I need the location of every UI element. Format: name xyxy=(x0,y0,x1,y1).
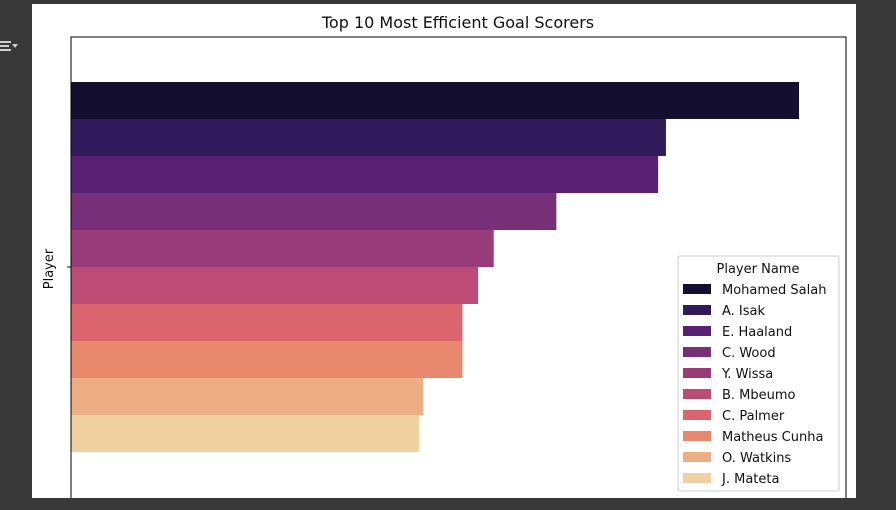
output-gutter xyxy=(0,0,32,510)
legend-title: Player Name xyxy=(717,262,800,277)
bar-matheus-cunha xyxy=(71,341,463,378)
y-axis-label: Player xyxy=(42,248,57,289)
bar-c-wood xyxy=(71,193,557,230)
legend-swatch xyxy=(683,284,711,294)
collapse-output-icon[interactable] xyxy=(0,38,20,54)
legend-swatch xyxy=(683,431,711,441)
legend-swatch xyxy=(683,368,711,378)
legend-box xyxy=(677,255,840,492)
legend-label: Matheus Cunha xyxy=(722,430,823,445)
legend-label: Mohamed Salah xyxy=(722,283,826,298)
legend-label: Y. Wissa xyxy=(721,367,773,382)
legend: Player Name Mohamed Salah A. Isak E. Haala… xyxy=(677,255,840,492)
legend-swatch xyxy=(683,473,711,483)
legend-label: A. Isak xyxy=(722,304,766,319)
bar-y-wissa xyxy=(71,230,494,267)
bar-e-haaland xyxy=(71,156,659,193)
bar-b-mbeumo xyxy=(71,267,479,304)
legend-label: B. Mbeumo xyxy=(722,388,796,403)
bar-c-palmer xyxy=(71,304,463,341)
bar-j-mateta xyxy=(71,415,420,452)
legend-label: E. Haaland xyxy=(722,325,792,340)
legend-swatch xyxy=(683,452,711,462)
legend-swatch xyxy=(683,305,711,315)
legend-swatch xyxy=(683,410,711,420)
bar-chart: Top 10 Most Efficient Goal Scorers Playe… xyxy=(42,13,847,505)
bar-a-isak xyxy=(71,119,666,156)
legend-label: C. Wood xyxy=(722,346,776,361)
legend-items: Mohamed Salah A. Isak E. Haaland C. Wood Y. … xyxy=(683,283,826,487)
chart-title: Top 10 Most Efficient Goal Scorers xyxy=(321,13,594,32)
chart-figure: Top 10 Most Efficient Goal Scorers Playe… xyxy=(32,4,856,505)
legend-swatch xyxy=(683,389,711,399)
bar-o-watkins xyxy=(71,378,424,415)
legend-label: O. Watkins xyxy=(722,451,791,466)
legend-swatch xyxy=(683,326,711,336)
bars-layer xyxy=(71,82,800,452)
legend-swatch xyxy=(683,347,711,357)
legend-label: J. Mateta xyxy=(721,472,779,487)
bar-mohamed-salah xyxy=(71,82,800,119)
legend-label: C. Palmer xyxy=(722,409,785,424)
bottom-scroll-area xyxy=(0,498,896,510)
